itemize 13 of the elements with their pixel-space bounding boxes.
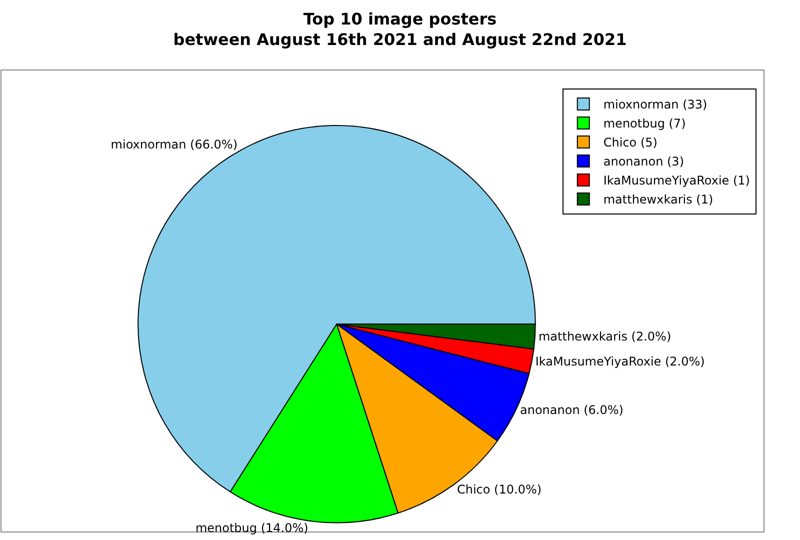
data-label: Chico (10.0%): [456, 482, 542, 496]
legend-label: IkaMusumeYiyaRoxie (1): [603, 174, 750, 188]
data-label: menotbug (14.0%): [195, 521, 308, 536]
legend-label: Chico (5): [603, 136, 658, 150]
data-label: mioxnorman (66.0%): [110, 138, 238, 152]
data-label: matthewxkaris (2.0%): [538, 330, 672, 344]
legend-label: matthewxkaris (1): [603, 192, 714, 207]
data-label: IkaMusumeYiyaRoxie (2.0%): [535, 354, 705, 369]
data-label: anonanon (6.0%): [520, 402, 624, 417]
legend-label: menotbug (7): [603, 116, 686, 131]
chart-title: Top 10 image posters between August 16th 2021 and August 22nd 2021: [173, 9, 627, 50]
legend-label: anonanon (3): [603, 154, 684, 169]
legend-label: mioxnorman (33): [603, 98, 708, 112]
